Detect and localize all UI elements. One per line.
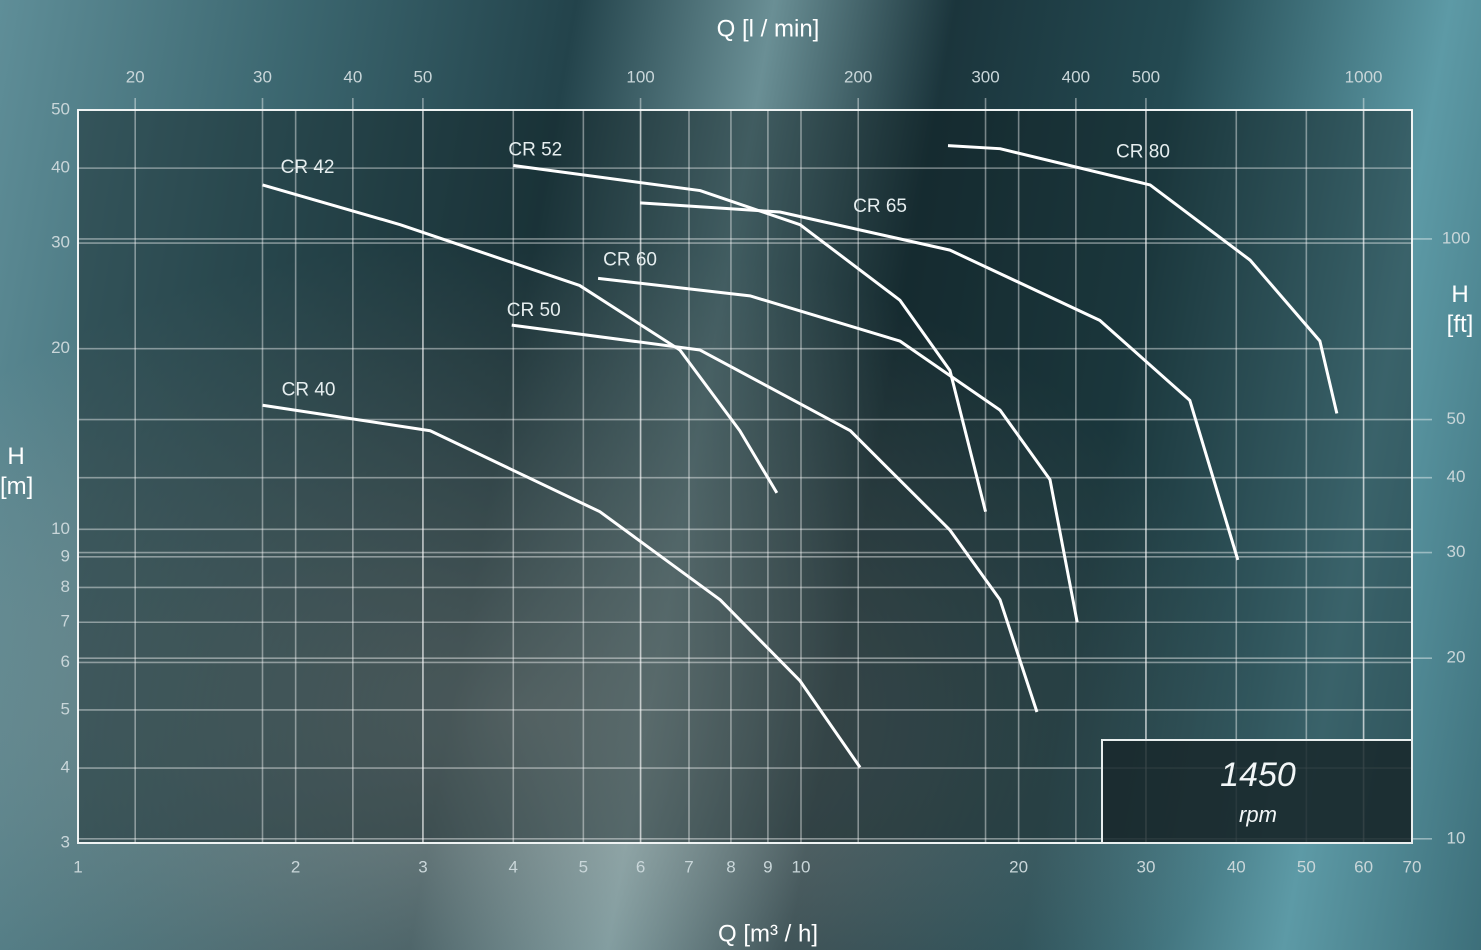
x2-tick-label: 20 <box>126 67 145 86</box>
x2-tick-label: 500 <box>1132 67 1160 86</box>
y-tick-label: 40 <box>51 158 70 177</box>
curve <box>513 164 988 513</box>
x-tick-label: 5 <box>579 857 588 876</box>
y-tick-label: 20 <box>51 338 70 357</box>
x-tick-label: 60 <box>1354 857 1373 876</box>
x-tick-label: 10 <box>792 857 811 876</box>
x-tick-label: 40 <box>1227 857 1246 876</box>
curve <box>639 201 1240 561</box>
speed-box <box>1101 739 1413 844</box>
y2-tick-label: 10 <box>1447 828 1466 847</box>
series-label: CR 52 <box>508 140 562 161</box>
x-tick-label: 8 <box>726 857 735 876</box>
top-axis-title: Q [l / min] <box>717 15 820 42</box>
x-tick-label: 3 <box>418 857 427 876</box>
x-tick-label: 9 <box>763 857 772 876</box>
y2-tick-label: 20 <box>1447 648 1466 667</box>
layer <box>262 144 1339 769</box>
x-tick-label: 1 <box>73 857 82 876</box>
plot-area <box>77 109 1413 844</box>
y2-tick-label: 40 <box>1447 467 1466 486</box>
y-tick-label: 6 <box>61 652 70 671</box>
y2-tick-label: 30 <box>1447 542 1466 561</box>
x2-tick-label: 40 <box>343 67 362 86</box>
x2-tick-label: 1000 <box>1345 67 1383 86</box>
x-tick-label: 20 <box>1009 857 1028 876</box>
y2-tick-label: 50 <box>1447 409 1466 428</box>
series-label: CR 65 <box>853 196 907 217</box>
curve <box>262 403 862 769</box>
y-tick-label: 5 <box>61 699 70 718</box>
x2-tick-label: 50 <box>413 67 432 86</box>
bottom-axis-title: Q [m³ / h] <box>718 920 818 947</box>
x2-tick-label: 400 <box>1062 67 1090 86</box>
series-label: CR 42 <box>281 157 335 178</box>
curve <box>511 323 1039 713</box>
x-tick-label: 2 <box>291 857 300 876</box>
series-label: CR 50 <box>507 300 561 321</box>
series-label: CR 60 <box>603 249 657 270</box>
x-tick-label: 70 <box>1403 857 1422 876</box>
series-label: CR 80 <box>1116 142 1170 163</box>
layer <box>77 98 1432 844</box>
x2-tick-label: 300 <box>971 67 999 86</box>
x-tick-label: 4 <box>509 857 518 876</box>
curve <box>597 276 1079 623</box>
x2-tick-label: 200 <box>844 67 872 86</box>
curve <box>947 144 1339 414</box>
y-tick-label: 4 <box>61 758 70 777</box>
speed-unit: rpm <box>1239 802 1277 827</box>
speed-value: 1450 <box>1220 756 1296 794</box>
series-label: CR 40 <box>282 379 336 400</box>
x-tick-label: 7 <box>684 857 693 876</box>
y-tick-label: 9 <box>61 546 70 565</box>
curve <box>262 183 779 494</box>
y-tick-label: 10 <box>51 519 70 538</box>
x2-tick-label: 100 <box>626 67 654 86</box>
y-tick-label: 30 <box>51 233 70 252</box>
y-tick-label: 8 <box>61 577 70 596</box>
right-axis-title: H [ft] <box>1446 281 1474 338</box>
x-tick-label: 50 <box>1297 857 1316 876</box>
y-tick-label: 7 <box>61 612 70 631</box>
x2-tick-label: 30 <box>253 67 272 86</box>
y2-tick-label: 100 <box>1442 228 1470 247</box>
y-tick-label: 3 <box>61 832 70 851</box>
y-tick-label: 50 <box>51 99 70 118</box>
x-tick-label: 30 <box>1136 857 1155 876</box>
x-tick-label: 6 <box>636 857 645 876</box>
left-axis-title: H [m] <box>0 443 34 500</box>
